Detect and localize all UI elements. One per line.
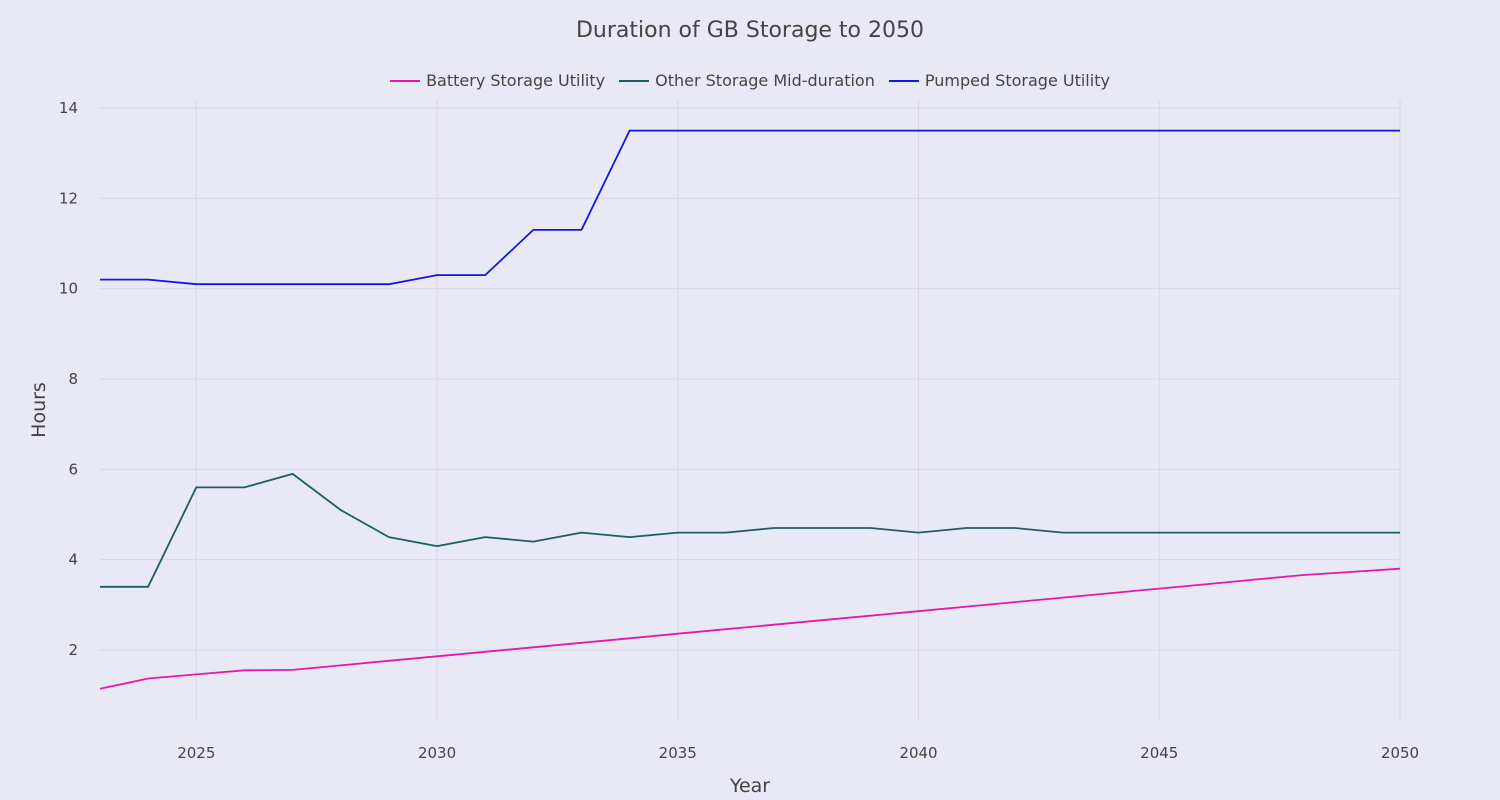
y-tick-label: 4 (68, 551, 78, 569)
x-tick-label: 2030 (418, 744, 456, 762)
x-axis-label: Year (729, 775, 770, 797)
y-tick-label: 14 (59, 99, 78, 117)
x-tick-label: 2050 (1381, 744, 1419, 762)
legend-label-battery: Battery Storage Utility (426, 71, 606, 90)
y-tick-label: 10 (59, 280, 78, 298)
x-tick-label: 2025 (177, 744, 215, 762)
y-axis-label: Hours (28, 382, 50, 438)
x-tick-label: 2035 (659, 744, 697, 762)
chart-title: Duration of GB Storage to 2050 (575, 18, 924, 43)
x-tick-label: 2045 (1140, 744, 1178, 762)
series-line-2[interactable] (100, 129, 1400, 286)
x-axis-ticks: 2025 2030 2035 2040 2045 2050 (177, 744, 1419, 762)
y-tick-label: 6 (68, 460, 78, 478)
y-axis-ticks: 2 4 6 8 10 12 14 (59, 99, 78, 659)
series-lines (99, 129, 1401, 690)
legend-item-pumped[interactable]: Pumped Storage Utility (888, 71, 1110, 90)
legend-swatch-battery (390, 79, 421, 82)
legend-item-other[interactable]: Other Storage Mid-duration (619, 71, 875, 90)
gridlines (100, 100, 1401, 720)
y-tick-label: 12 (59, 189, 78, 207)
legend: Battery Storage Utility Other Storage Mi… (0, 71, 1500, 90)
legend-label-other: Other Storage Mid-duration (655, 71, 875, 90)
y-tick-label: 8 (68, 370, 78, 388)
legend-label-pumped: Pumped Storage Utility (924, 71, 1110, 90)
x-tick-label: 2040 (899, 744, 937, 762)
legend-swatch-pumped (888, 79, 919, 82)
legend-swatch-other (619, 79, 650, 82)
series-line-0[interactable] (99, 567, 1401, 690)
legend-item-battery[interactable]: Battery Storage Utility (390, 71, 605, 90)
y-tick-label: 2 (68, 641, 78, 659)
series-line-1[interactable] (100, 472, 1400, 588)
